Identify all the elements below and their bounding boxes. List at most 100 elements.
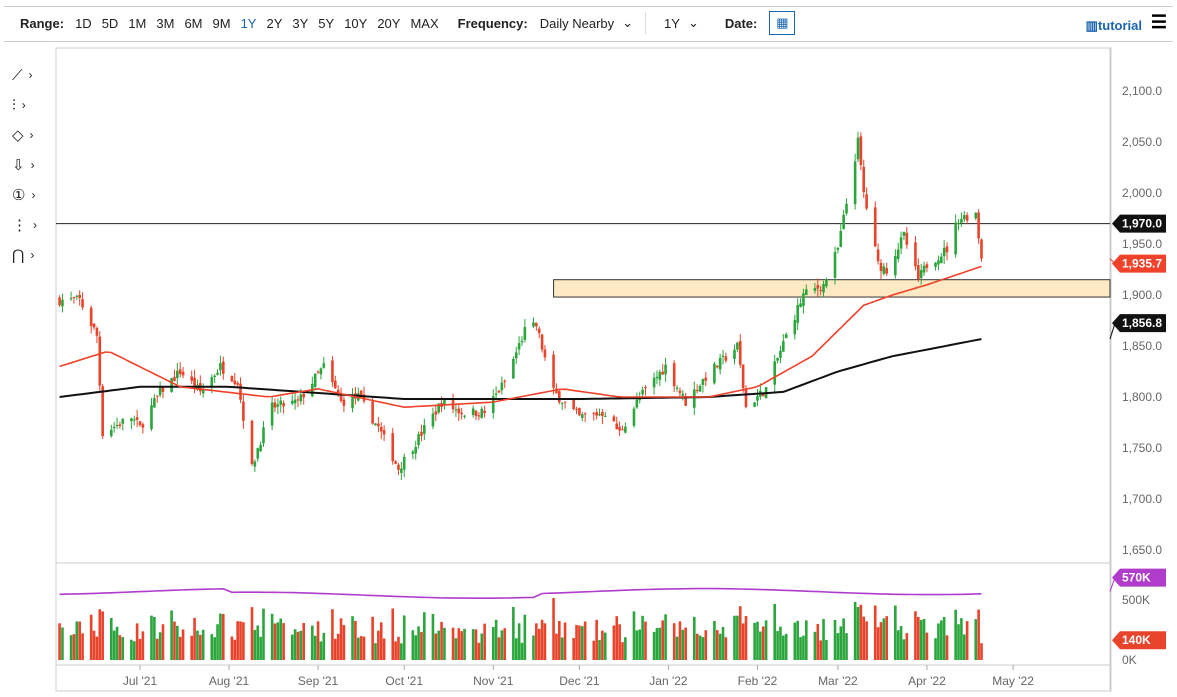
volume-bar [925, 632, 929, 660]
candle [652, 377, 656, 388]
volume-bar [414, 635, 418, 660]
range-9m[interactable]: 9M [212, 15, 231, 31]
chevron-right-icon: › [28, 68, 33, 82]
volume-bar [497, 637, 501, 660]
period-value: 1Y [664, 15, 680, 31]
candle [624, 426, 627, 433]
candle [503, 380, 507, 382]
candle [181, 371, 185, 376]
tool-button[interactable]: ◇ › [12, 120, 52, 150]
range-20y[interactable]: 20Y [377, 15, 401, 31]
candle [859, 136, 863, 165]
volume-bar [377, 630, 380, 660]
candle [170, 378, 173, 392]
volume-bar [115, 626, 119, 660]
x-tick-label: Mar '22 [818, 674, 858, 688]
candle [632, 408, 636, 426]
candle [644, 387, 647, 389]
range-2y[interactable]: 2Y [266, 15, 283, 31]
volume-bar [296, 631, 300, 660]
range-1m[interactable]: 1M [128, 15, 147, 31]
candle [922, 265, 926, 273]
candle [242, 401, 245, 421]
candle [98, 336, 102, 386]
tool-button[interactable]: ⋮ › [12, 210, 52, 240]
candle [822, 283, 825, 293]
volume-bar [463, 628, 466, 660]
range-max[interactable]: MAX [410, 15, 439, 31]
volume-bar [503, 628, 507, 660]
range-1d[interactable]: 1D [75, 15, 92, 31]
range-10y[interactable]: 10Y [344, 15, 368, 31]
volume-bar [316, 621, 320, 660]
volume-bar [914, 611, 917, 660]
tool-button[interactable]: ⋂ › [12, 240, 52, 270]
volume-bar [250, 607, 254, 660]
volume-bar [112, 630, 116, 660]
candle [333, 380, 337, 389]
volume-bar [391, 608, 395, 660]
volume-bar [333, 638, 337, 660]
candle [601, 411, 604, 417]
candle [322, 363, 326, 368]
candle [934, 262, 937, 267]
range-5y[interactable]: 5Y [318, 15, 335, 31]
range-3y[interactable]: 3Y [292, 15, 309, 31]
candle [491, 396, 495, 413]
tool-button[interactable]: ⫶ › [12, 90, 52, 120]
volume-bar [695, 633, 699, 660]
menu-icon[interactable]: ☰ [1150, 12, 1167, 32]
candle [443, 399, 446, 406]
volume-bar [72, 634, 76, 660]
candle [296, 399, 300, 401]
calendar-button[interactable]: ▦ [769, 11, 796, 35]
tool-button[interactable]: ⇩ › [12, 150, 52, 180]
y-tick-label: 1,700.0 [1122, 492, 1162, 506]
volume-bar [440, 621, 443, 660]
candle [414, 446, 418, 454]
volume-bar [842, 618, 845, 660]
volume-bar [400, 643, 403, 660]
candle [555, 388, 558, 394]
range-6m[interactable]: 6M [184, 15, 203, 31]
ma-200-tag: 1,856.8 [1109, 314, 1166, 340]
tool-button[interactable]: ⟋ › [12, 60, 52, 90]
range-5d[interactable]: 5D [101, 15, 119, 31]
x-tick-label: Dec '21 [559, 674, 600, 688]
candle [684, 396, 687, 406]
y-tick-label: 1,800.0 [1122, 390, 1162, 404]
candle [664, 364, 667, 375]
tutorial-link[interactable]: ▥tutorial [1086, 18, 1142, 34]
period-select[interactable]: 1Y ⌄ [664, 15, 699, 31]
candle [914, 242, 917, 267]
candle [796, 305, 799, 323]
chevron-down-icon: ⌄ [622, 15, 634, 30]
volume-bar [635, 630, 639, 660]
frequency-select[interactable]: Daily Nearby ⌄ [540, 15, 633, 31]
candle [150, 405, 153, 430]
volume-bar [865, 621, 868, 660]
candle [118, 424, 122, 427]
volume-bar [753, 622, 756, 660]
candle [977, 212, 980, 239]
range-3m[interactable]: 3M [156, 15, 175, 31]
volume-bar [856, 606, 860, 660]
volume-bar [394, 641, 397, 660]
candle [618, 426, 621, 431]
volume-bar [520, 642, 524, 660]
volume-bar [894, 605, 897, 660]
range-1y[interactable]: 1Y [240, 15, 257, 31]
tool-button[interactable]: ① › [12, 180, 52, 210]
volume-bar [684, 627, 687, 660]
candle [776, 357, 779, 361]
volume-bar [543, 623, 547, 660]
volume-bar [896, 630, 900, 660]
candle [882, 266, 886, 274]
date-label: Date: [724, 15, 758, 31]
volume-bar [592, 640, 596, 660]
candle [517, 343, 521, 350]
volume-bar [595, 619, 598, 660]
support-zone[interactable] [553, 279, 1111, 298]
candle [741, 364, 745, 389]
